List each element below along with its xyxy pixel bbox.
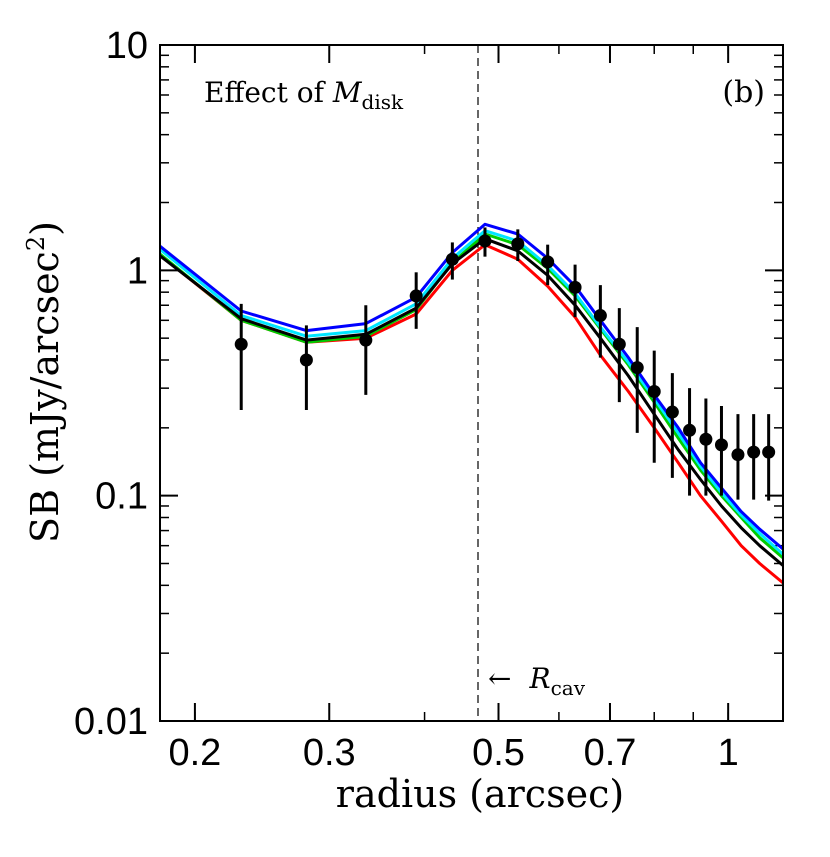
data-point (511, 237, 525, 251)
data-point (683, 423, 697, 437)
y-tick-label: 1 (127, 250, 148, 292)
ticks-layer (160, 44, 783, 722)
x-axis-title: radius (arcsec) (336, 772, 624, 816)
data-point (647, 384, 661, 398)
x-tick-label: 0.2 (168, 732, 221, 774)
cavity-arrow: ← (488, 662, 511, 695)
data-point (731, 448, 745, 462)
data-point (234, 337, 248, 351)
data-point (445, 252, 459, 266)
data-point (612, 337, 626, 351)
data-point (699, 432, 713, 446)
y-tick-label: 0.01 (74, 701, 148, 743)
data-point (714, 438, 728, 452)
y-tick-label: 0.1 (95, 476, 148, 518)
data-point (409, 289, 423, 303)
data-point (665, 405, 679, 419)
observations-layer (234, 227, 776, 501)
data-point (630, 361, 644, 375)
data-point (568, 280, 582, 294)
x-tick-label: 0.5 (472, 732, 525, 774)
x-tick-label: 0.7 (584, 732, 637, 774)
series-model-blue (159, 222, 784, 551)
data-point (478, 234, 492, 248)
panel-label: (b) (722, 75, 765, 110)
y-tick-label: 10 (106, 25, 148, 67)
data-point (762, 445, 776, 459)
data-point (747, 445, 761, 459)
x-tick-label: 1 (718, 732, 739, 774)
y-axis-title: SB (mJy/arcsec2) (22, 221, 67, 543)
data-point (593, 309, 607, 323)
data-point (541, 255, 555, 269)
plot-frame (159, 44, 784, 722)
x-tick-label: 0.3 (303, 732, 356, 774)
data-point (359, 333, 373, 347)
data-point (299, 353, 313, 367)
cavity-label: ← Rcav (488, 662, 586, 700)
annotation-text: Effect of Mdisk (204, 76, 404, 114)
labels-layer: 0.01 0.1 1 10 0.2 0.3 0.5 0.7 1 (74, 25, 739, 774)
